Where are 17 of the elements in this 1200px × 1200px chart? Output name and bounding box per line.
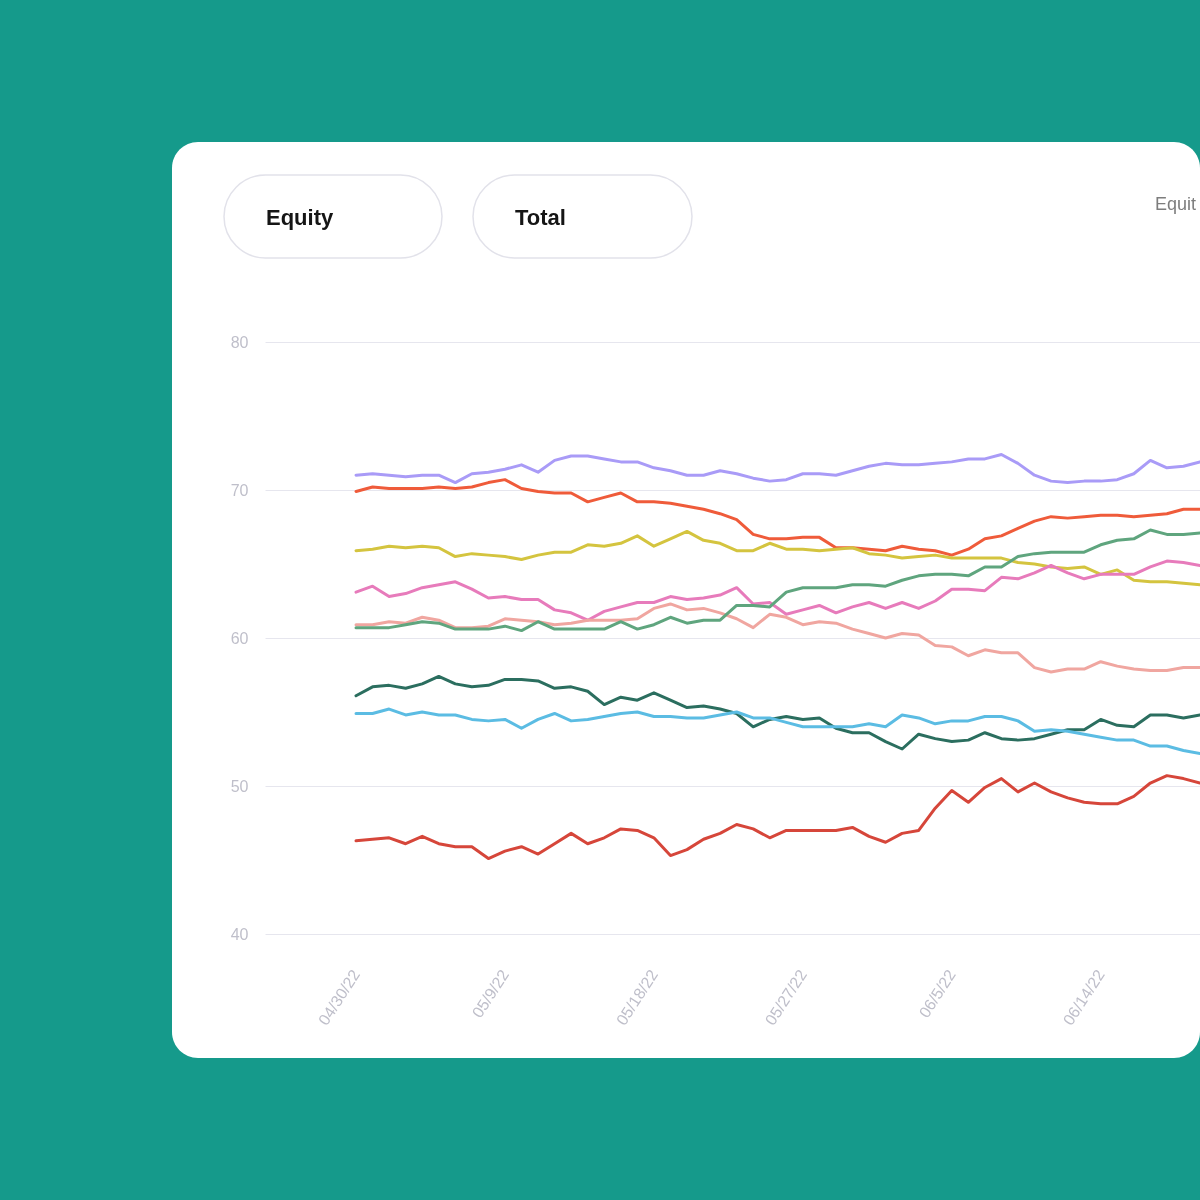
line-series — [354, 559, 1200, 622]
line-series — [354, 478, 1200, 557]
line-series — [354, 528, 1200, 633]
line-series — [354, 774, 1200, 861]
y-tick-label: 60 — [230, 629, 249, 647]
text: Equit — [1154, 194, 1196, 214]
y-tick-label: 80 — [230, 333, 249, 351]
line-series — [354, 707, 1200, 755]
text: Total — [515, 205, 566, 230]
y-tick-label: 40 — [230, 925, 249, 943]
y-tick-label: 70 — [230, 481, 249, 499]
line-series — [354, 674, 1200, 751]
text: Equity — [266, 205, 334, 230]
line-series — [354, 452, 1200, 485]
line-series — [354, 529, 1200, 587]
y-tick-label: 50 — [230, 777, 249, 795]
line-series — [354, 602, 1200, 674]
